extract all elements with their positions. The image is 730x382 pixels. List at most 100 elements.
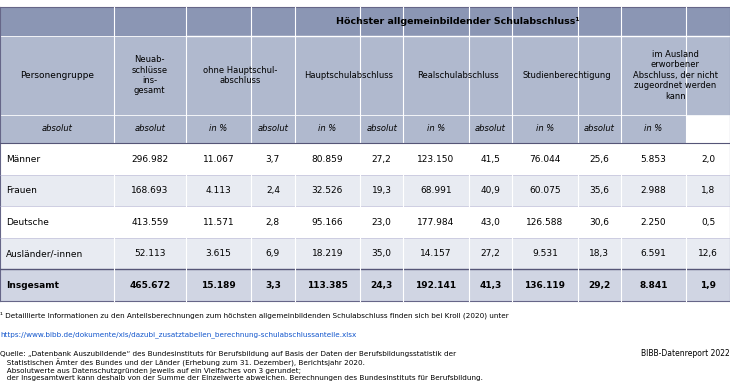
Text: https://www.bibb.de/dokumente/xls/dazubi_zusatztabellen_berechnung-schulabschlus: https://www.bibb.de/dokumente/xls/dazubi… bbox=[0, 331, 356, 338]
Bar bbox=[360, 206, 404, 238]
Text: absolut: absolut bbox=[258, 125, 288, 133]
Text: 41,3: 41,3 bbox=[480, 281, 502, 290]
Text: in %: in % bbox=[210, 125, 228, 133]
Text: 41,5: 41,5 bbox=[480, 155, 500, 163]
Bar bbox=[0, 175, 114, 206]
Text: 3.615: 3.615 bbox=[206, 249, 231, 258]
Bar bbox=[295, 115, 360, 143]
Text: ¹ Detaillierte Informationen zu den Anteilsberechnungen zum höchsten allgemeinbi: ¹ Detaillierte Informationen zu den Ante… bbox=[0, 312, 509, 319]
Bar bbox=[469, 143, 512, 175]
Text: 76.044: 76.044 bbox=[529, 155, 561, 163]
Text: in %: in % bbox=[318, 125, 337, 133]
Bar bbox=[404, 238, 469, 269]
Bar bbox=[186, 115, 251, 143]
Bar bbox=[577, 238, 621, 269]
Text: im Ausland
erworbener
Abschluss, der nicht
zugeordnet werden
kann: im Ausland erworbener Abschluss, der nic… bbox=[633, 50, 718, 100]
Text: 11.067: 11.067 bbox=[203, 155, 234, 163]
Bar bbox=[186, 175, 251, 206]
Text: 5.853: 5.853 bbox=[641, 155, 666, 163]
Text: absolut: absolut bbox=[42, 125, 72, 133]
Text: 18.219: 18.219 bbox=[312, 249, 343, 258]
Bar bbox=[295, 143, 360, 175]
Text: 6.591: 6.591 bbox=[641, 249, 666, 258]
Bar bbox=[686, 143, 730, 175]
Text: 8.841: 8.841 bbox=[639, 281, 668, 290]
Bar bbox=[469, 269, 512, 301]
Text: Quelle: „Datenbank Auszubildende“ des Bundesinstituts für Berufsbildung auf Basi: Quelle: „Datenbank Auszubildende“ des Bu… bbox=[0, 351, 483, 381]
Text: in %: in % bbox=[645, 125, 663, 133]
Bar bbox=[0, 7, 730, 36]
Bar bbox=[251, 269, 295, 301]
Bar bbox=[577, 115, 621, 143]
Text: 12,6: 12,6 bbox=[698, 249, 718, 258]
Text: 177.984: 177.984 bbox=[418, 218, 455, 227]
Text: absolut: absolut bbox=[366, 125, 397, 133]
Bar bbox=[186, 7, 730, 36]
Text: 413.559: 413.559 bbox=[131, 218, 169, 227]
Bar bbox=[295, 206, 360, 238]
Text: Personengruppe: Personengruppe bbox=[20, 71, 93, 80]
Bar bbox=[295, 269, 360, 301]
Text: 32.526: 32.526 bbox=[312, 186, 343, 195]
Bar bbox=[0, 115, 114, 143]
Text: BIBB-Datenreport 2022: BIBB-Datenreport 2022 bbox=[641, 349, 730, 358]
Text: 3,3: 3,3 bbox=[265, 281, 281, 290]
Text: Ausländer/-innen: Ausländer/-innen bbox=[6, 249, 83, 258]
Text: absolut: absolut bbox=[475, 125, 506, 133]
Text: 168.693: 168.693 bbox=[131, 186, 169, 195]
Bar bbox=[512, 115, 577, 143]
Text: 19,3: 19,3 bbox=[372, 186, 392, 195]
Bar bbox=[251, 206, 295, 238]
Text: 68.991: 68.991 bbox=[420, 186, 452, 195]
Bar bbox=[295, 36, 404, 115]
Text: 25,6: 25,6 bbox=[589, 155, 609, 163]
Text: 15.189: 15.189 bbox=[201, 281, 236, 290]
Bar bbox=[114, 269, 186, 301]
Text: 60.075: 60.075 bbox=[529, 186, 561, 195]
Text: 27,2: 27,2 bbox=[372, 155, 391, 163]
Bar bbox=[512, 206, 577, 238]
Text: ohne Hauptschul-
abschluss: ohne Hauptschul- abschluss bbox=[203, 66, 277, 85]
Bar bbox=[251, 115, 295, 143]
Bar bbox=[621, 206, 686, 238]
Bar bbox=[621, 238, 686, 269]
Bar bbox=[0, 7, 186, 36]
Text: 14.157: 14.157 bbox=[420, 249, 452, 258]
Text: 113.385: 113.385 bbox=[307, 281, 347, 290]
Text: 296.982: 296.982 bbox=[131, 155, 168, 163]
Text: Insgesamt: Insgesamt bbox=[6, 281, 59, 290]
Text: 1,8: 1,8 bbox=[701, 186, 715, 195]
Text: 18,3: 18,3 bbox=[589, 249, 610, 258]
Text: Hauptschulabschluss: Hauptschulabschluss bbox=[304, 71, 393, 80]
Bar bbox=[404, 269, 469, 301]
Text: 27,2: 27,2 bbox=[480, 249, 500, 258]
Bar bbox=[186, 238, 251, 269]
Bar bbox=[186, 206, 251, 238]
Text: 2,0: 2,0 bbox=[701, 155, 715, 163]
Text: 6,9: 6,9 bbox=[266, 249, 280, 258]
Text: 0,5: 0,5 bbox=[701, 218, 715, 227]
Text: absolut: absolut bbox=[134, 125, 165, 133]
Bar bbox=[512, 36, 621, 115]
Text: 2.250: 2.250 bbox=[641, 218, 666, 227]
Bar bbox=[186, 36, 295, 115]
Bar bbox=[404, 206, 469, 238]
Bar bbox=[0, 143, 114, 175]
Text: 1,9: 1,9 bbox=[700, 281, 716, 290]
Text: 2,4: 2,4 bbox=[266, 186, 280, 195]
Text: 2.988: 2.988 bbox=[641, 186, 666, 195]
Text: 35,0: 35,0 bbox=[372, 249, 392, 258]
Text: Realschulabschluss: Realschulabschluss bbox=[417, 71, 499, 80]
Bar bbox=[360, 269, 404, 301]
Bar bbox=[295, 238, 360, 269]
Text: 24,3: 24,3 bbox=[371, 281, 393, 290]
Text: 29,2: 29,2 bbox=[588, 281, 610, 290]
Text: 123.150: 123.150 bbox=[418, 155, 455, 163]
Bar bbox=[469, 206, 512, 238]
Bar bbox=[621, 115, 686, 143]
Bar bbox=[360, 238, 404, 269]
Bar bbox=[686, 269, 730, 301]
Bar bbox=[404, 36, 512, 115]
Text: Höchster allgemeinbildender Schulabschluss¹: Höchster allgemeinbildender Schulabschlu… bbox=[336, 17, 580, 26]
Bar bbox=[114, 115, 186, 143]
